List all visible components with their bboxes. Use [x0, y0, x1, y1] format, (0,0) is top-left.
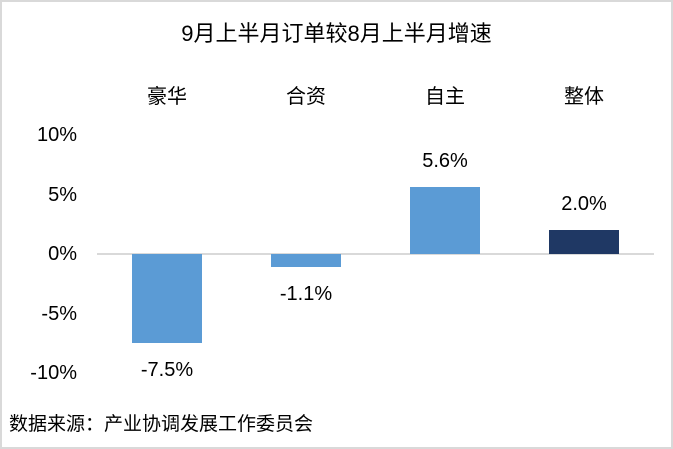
bar [271, 254, 341, 267]
y-tick-label: -5% [41, 303, 77, 325]
y-tick-label: 5% [48, 184, 77, 206]
data-label: -1.1% [279, 283, 333, 305]
data-label: 2.0% [561, 193, 607, 215]
bar [549, 230, 619, 254]
category-label: 合资 [286, 86, 326, 108]
data-label: 5.6% [422, 150, 468, 172]
bar [132, 254, 202, 343]
category-label: 豪华 [147, 86, 187, 108]
category-label: 整体 [564, 86, 604, 108]
data-label: -7.5% [140, 359, 194, 381]
y-tick-label: 0% [48, 243, 77, 265]
bar [410, 187, 480, 254]
y-tick-label: 10% [36, 124, 77, 146]
y-tick-label: -10% [30, 362, 77, 384]
chart-title: 9月上半月订单较8月上半月增速 [181, 21, 492, 46]
category-label: 自主 [425, 86, 465, 108]
source-note: 数据来源：产业协调发展工作委员会 [9, 414, 314, 435]
zero-axis-line [97, 253, 654, 255]
